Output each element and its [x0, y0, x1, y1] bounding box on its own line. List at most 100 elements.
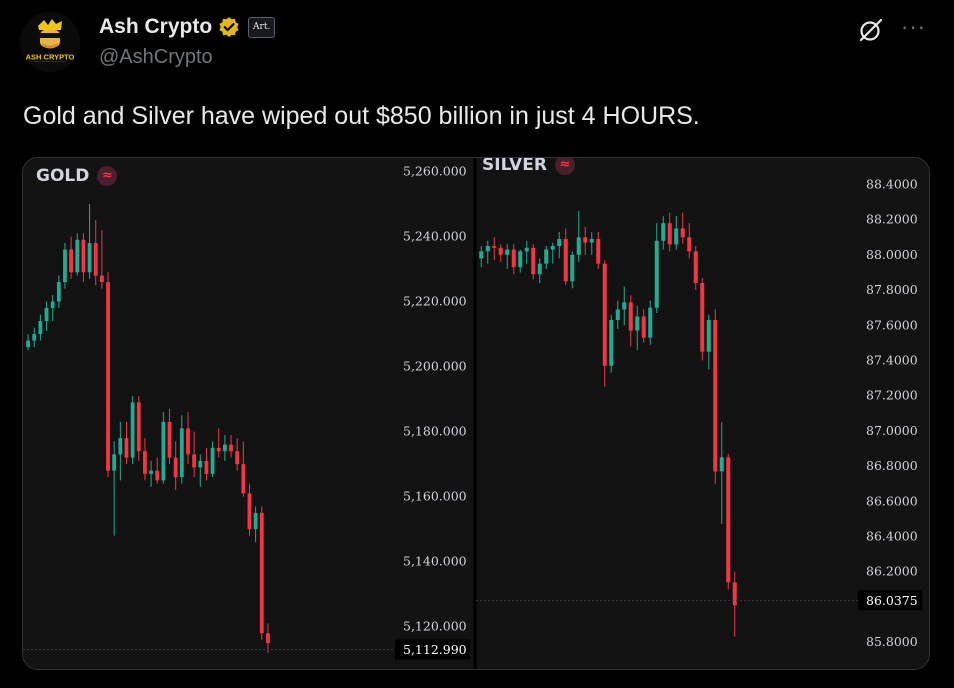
gold-candle: [118, 421, 123, 481]
tweet-text: Gold and Silver have wiped out $850 bill…: [23, 102, 700, 130]
author-row: Ash Crypto Art.: [99, 13, 276, 41]
gold-candle: [136, 395, 141, 461]
silver-candle: [550, 242, 555, 264]
silver-candle-body: [563, 239, 568, 282]
gold-candle-body: [112, 454, 117, 471]
silver-candle: [485, 240, 490, 264]
gold-candle-body: [99, 275, 104, 283]
silver-candle: [713, 309, 718, 484]
gold-candle: [198, 454, 203, 487]
gold-candle: [186, 412, 190, 465]
silver-candle: [719, 422, 724, 525]
silver-candle-body: [706, 319, 711, 352]
silver-tick-label: 87.8000: [866, 282, 918, 297]
silver-candle: [648, 300, 653, 345]
silver-candle: [570, 251, 575, 289]
gold-candle-body: [229, 444, 233, 452]
ash-crypto-logo: ASH CRYPTO: [20, 12, 80, 72]
gold-candle: [235, 438, 240, 471]
author-handle[interactable]: @AshCrypto: [99, 46, 213, 68]
gold-candle-body: [87, 243, 92, 273]
silver-title-text: SILVER: [482, 157, 547, 175]
gold-tick-label: 5,160.000: [403, 489, 467, 504]
silver-chart-title: SILVER ≈: [482, 157, 575, 175]
silver-candle-body: [674, 228, 679, 245]
gold-candle-body: [266, 633, 270, 643]
silver-candle-body: [492, 246, 497, 248]
silver-indicator-icon: ≈: [554, 158, 575, 175]
silver-price-axis: 88.4000 88.2000 88.0000 87.8000 87.6000 87.40…: [476, 176, 922, 649]
gold-candle-body: [63, 249, 67, 283]
verified-gold-check-icon[interactable]: [218, 16, 240, 38]
silver-tick-label: 86.2000: [866, 564, 918, 579]
silver-candle: [615, 300, 620, 329]
silver-candle: [661, 216, 666, 250]
gold-candle: [143, 438, 147, 481]
gold-candle-body: [93, 243, 98, 276]
silver-candle: [687, 223, 692, 259]
gold-candle: [210, 441, 215, 478]
gold-candle-body: [186, 428, 190, 455]
gold-candle: [167, 408, 172, 465]
silver-candle-body: [537, 263, 542, 275]
gold-candle: [204, 447, 209, 481]
silver-candle: [680, 212, 685, 245]
silver-candle: [654, 223, 659, 313]
silver-candle-body: [602, 263, 607, 366]
silver-candle: [674, 216, 679, 250]
silver-last-price-box: [858, 590, 922, 611]
silver-candle-body: [589, 239, 594, 243]
gold-candle-body: [161, 421, 166, 481]
gold-candle: [247, 483, 252, 536]
silver-candle: [531, 244, 536, 280]
gold-candle: [81, 233, 86, 283]
more-options-icon[interactable]: ···: [901, 14, 926, 39]
gold-candle: [112, 441, 117, 536]
affiliate-badge[interactable]: Art.: [248, 16, 276, 38]
gold-candle-body: [50, 301, 55, 309]
gold-candle-body: [155, 470, 160, 481]
gold-tick-label: 5,200.000: [403, 359, 467, 374]
gold-candle-body: [75, 239, 80, 273]
gold-candle: [222, 434, 227, 461]
silver-tick-label: 87.0000: [866, 423, 918, 438]
author-name[interactable]: Ash Crypto: [99, 15, 213, 38]
silver-candle: [641, 309, 646, 343]
gold-candle-body: [167, 421, 172, 458]
chart-image[interactable]: 5,260.000 5,240.000 5,220.000 5,200.000 5,18…: [22, 157, 930, 670]
silver-candle-body: [622, 302, 627, 310]
gold-candle-body: [241, 464, 246, 494]
gold-candle: [75, 233, 80, 276]
gold-candle: [32, 327, 37, 348]
gold-candle: [155, 457, 160, 484]
silver-candle-body: [576, 237, 581, 255]
gold-candle-body: [44, 308, 49, 322]
silver-candle-body: [485, 246, 490, 252]
silver-tick-label: 87.2000: [866, 388, 918, 403]
silver-candle: [596, 231, 601, 269]
gold-candle: [87, 204, 92, 279]
silver-candle-body: [661, 223, 666, 241]
silver-candle-body: [628, 302, 633, 331]
silver-candle-body: [557, 239, 562, 247]
silver-candle: [511, 244, 516, 275]
silver-candle-body: [505, 249, 510, 255]
gold-candle-body: [143, 451, 147, 474]
silver-candle: [732, 571, 737, 637]
gold-candle: [99, 230, 104, 289]
silver-candle: [622, 286, 627, 326]
gold-candle: [266, 623, 270, 653]
silver-tick-label: 85.8000: [866, 634, 918, 649]
silver-candle: [693, 246, 698, 291]
gold-candle: [161, 412, 166, 484]
silver-candle: [505, 244, 510, 269]
avatar[interactable]: ASH CRYPTO: [20, 12, 80, 72]
grok-icon[interactable]: [858, 17, 884, 43]
silver-candle-body: [687, 237, 692, 252]
charts-canvas: 5,260.000 5,240.000 5,220.000 5,200.000 5,18…: [23, 158, 929, 669]
silver-tick-label: 88.0000: [866, 247, 918, 262]
gold-candle-body: [198, 460, 203, 468]
gold-tick-label: 5,240.000: [403, 229, 467, 244]
gold-candle: [149, 460, 153, 487]
silver-candle-body: [498, 247, 503, 255]
